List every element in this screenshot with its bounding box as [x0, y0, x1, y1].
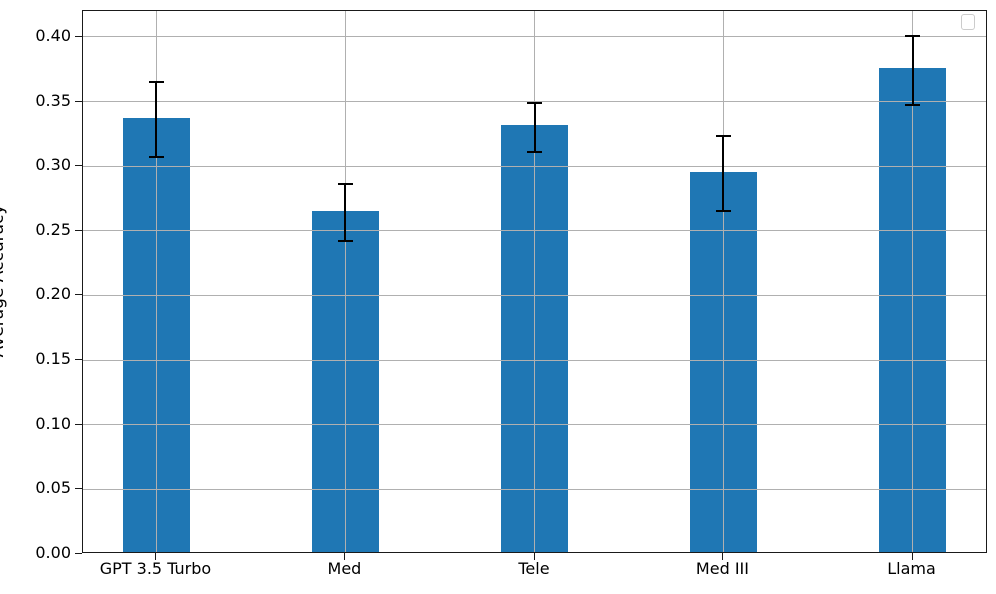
y-tick-mark-0.00 [75, 553, 82, 554]
gridline-vertical-gpt-3-5-turbo [155, 11, 157, 552]
x-tick-label-gpt-3-5-turbo: GPT 3.5 Turbo [99, 559, 212, 578]
y-tick-mark-0.10 [75, 423, 82, 425]
y-tick-label-0.25: 0.25 [35, 219, 71, 239]
error-bar-cap-top-med-iii [715, 135, 731, 138]
error-bar-cap-top-gpt-3-5-turbo [148, 81, 164, 84]
y-tick-mark-0.05 [75, 488, 82, 490]
y-tick-mark-0.40 [75, 35, 82, 37]
x-tick-mark-gpt-3-5-turbo [155, 553, 157, 560]
x-tick-label-tele: Tele [518, 559, 550, 578]
plot-area [82, 10, 987, 553]
y-tick-mark-0.30 [75, 165, 82, 167]
error-bar-line-tele [533, 102, 536, 152]
y-tick-mark-0.20 [75, 294, 82, 296]
x-tick-label-llama: Llama [887, 559, 936, 578]
error-bar-cap-bottom-med [337, 240, 353, 243]
error-bar-line-gpt-3-5-turbo [155, 82, 158, 158]
y-tick-label-0.35: 0.35 [35, 90, 71, 110]
y-tick-mark-0.35 [75, 100, 82, 102]
x-tick-mark-llama [911, 553, 913, 560]
y-tick-label-0.20: 0.20 [35, 284, 71, 304]
error-bar-cap-top-med [337, 183, 353, 186]
y-tick-label-0.15: 0.15 [35, 349, 71, 369]
x-tick-label-med-iii: Med III [695, 559, 749, 578]
x-tick-mark-med-iii [722, 553, 724, 560]
error-bar-cap-bottom-llama [905, 104, 921, 107]
error-bar-line-llama [911, 35, 914, 106]
y-tick-label-0.10: 0.10 [35, 413, 71, 433]
x-tick-mark-tele [533, 553, 535, 560]
gridline-vertical-tele [534, 11, 536, 552]
error-bar-cap-bottom-gpt-3-5-turbo [148, 156, 164, 159]
gridline-vertical-med [344, 11, 346, 552]
y-tick-label-0.30: 0.30 [35, 155, 71, 175]
error-bar-cap-bottom-med-iii [715, 210, 731, 213]
x-tick-label-med: Med [327, 559, 362, 578]
y-tick-label-0.05: 0.05 [35, 478, 71, 498]
error-bar-cap-top-llama [905, 34, 921, 37]
x-tick-mark-med [344, 553, 346, 560]
gridline-vertical-med-iii [722, 11, 724, 552]
error-bar-line-med [344, 184, 347, 242]
y-tick-mark-0.25 [75, 229, 82, 231]
gridline-vertical-llama [912, 11, 914, 552]
error-bar-line-med-iii [722, 136, 725, 212]
y-tick-label-0.40: 0.40 [35, 25, 71, 45]
legend-box [961, 14, 975, 30]
y-tick-mark-0.15 [75, 359, 82, 361]
error-bar-cap-bottom-tele [527, 150, 543, 153]
error-bar-cap-top-tele [527, 101, 543, 104]
y-tick-label-0.00: 0.00 [35, 543, 71, 562]
